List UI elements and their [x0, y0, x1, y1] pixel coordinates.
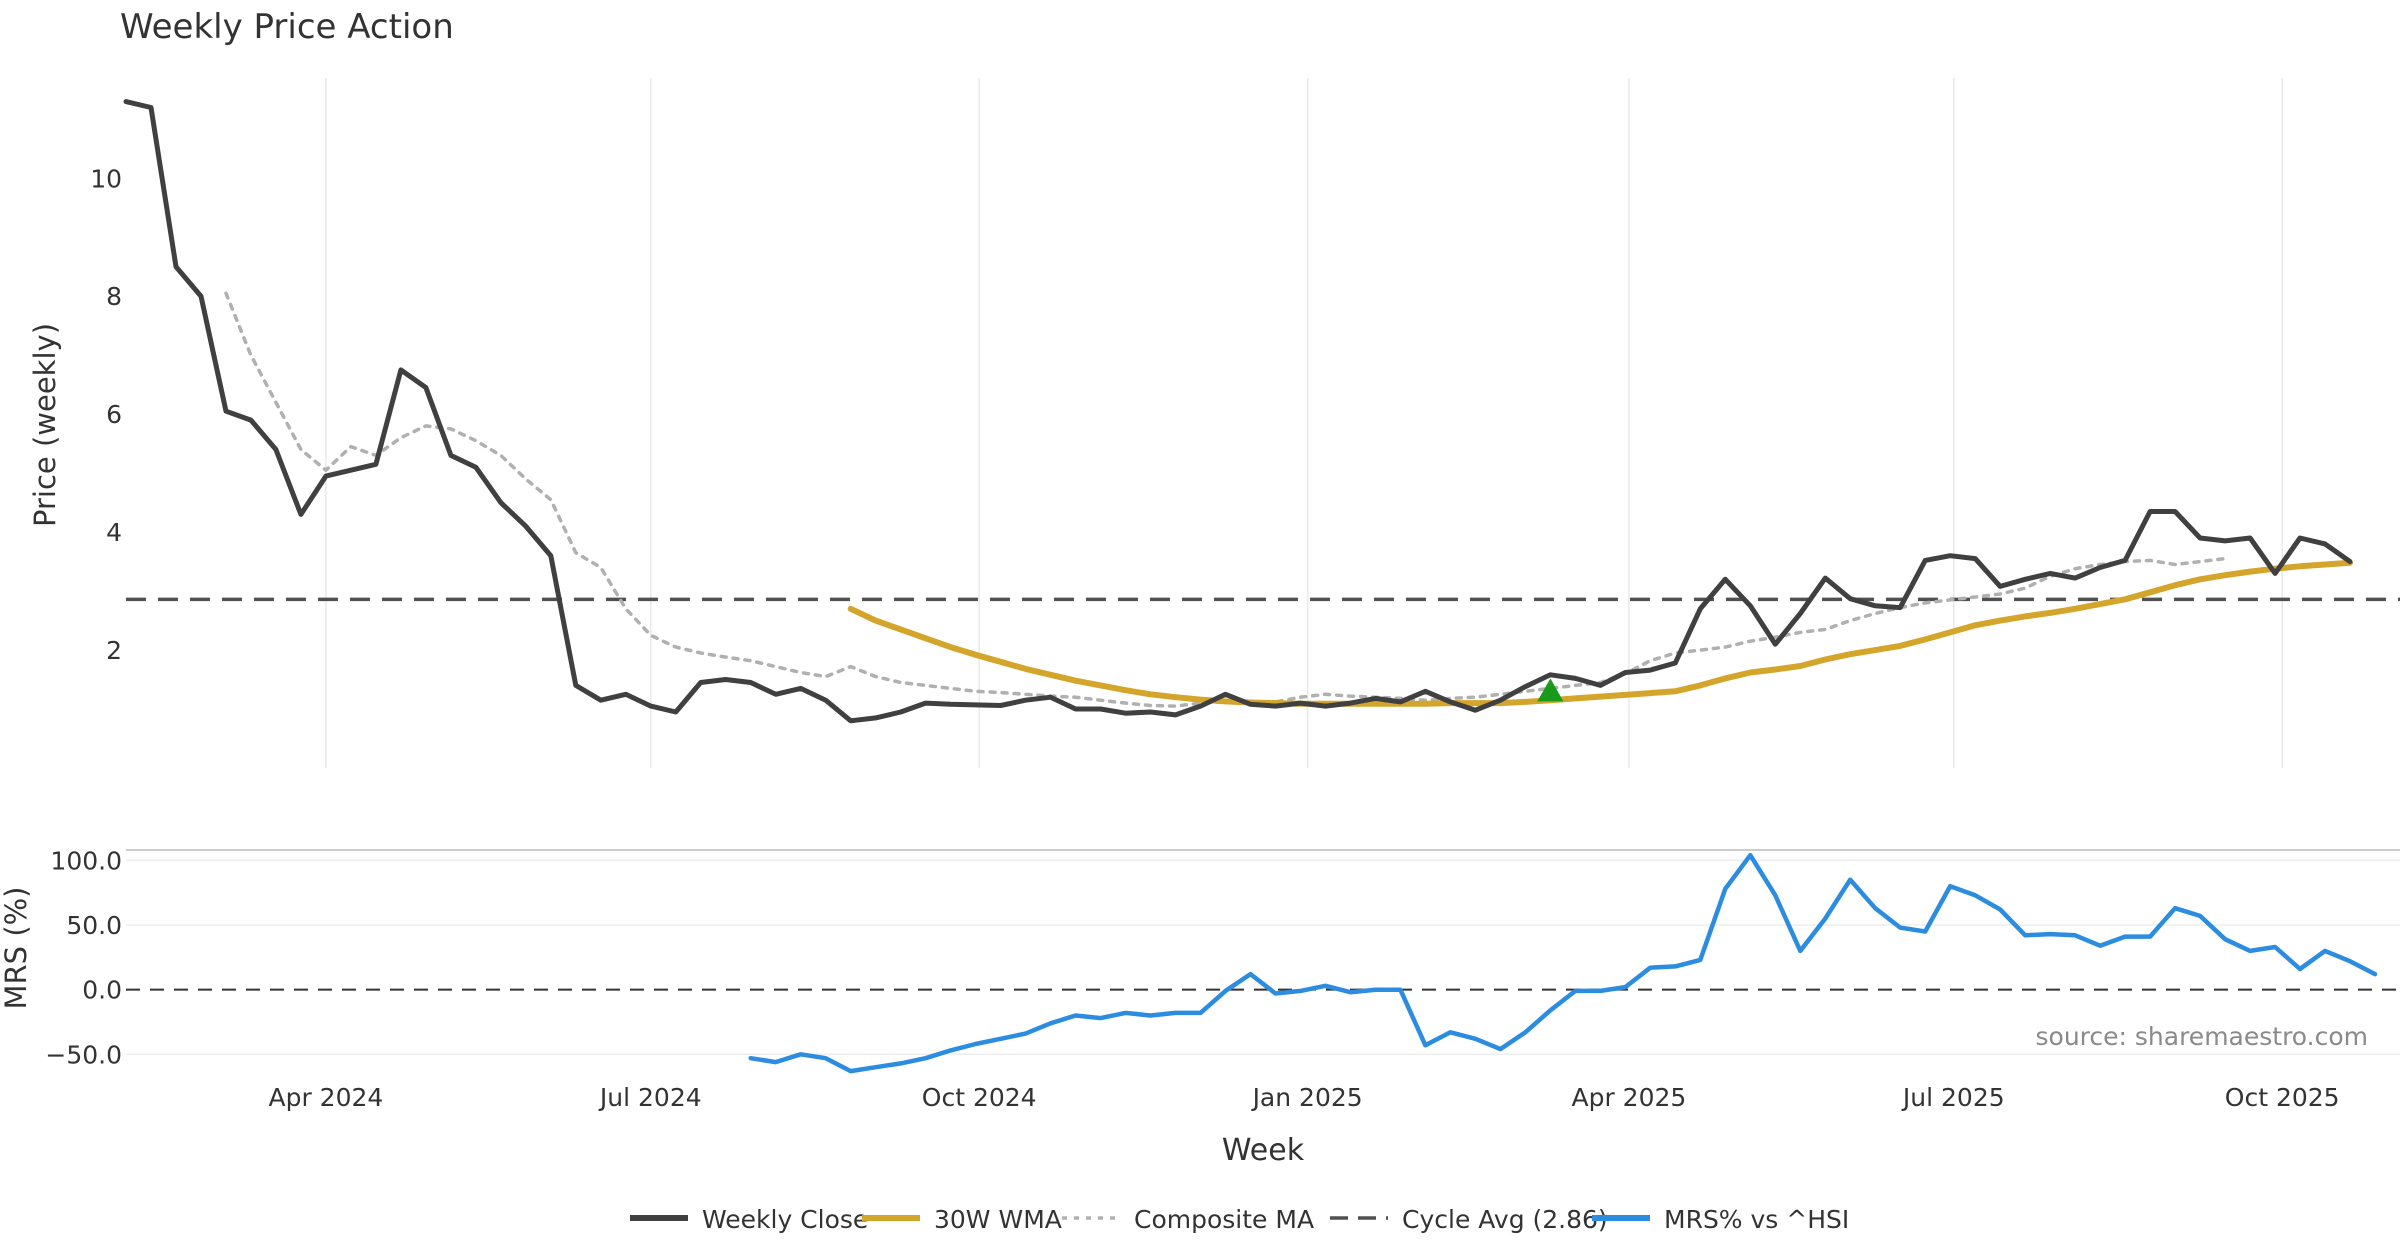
wma-30w-line — [847, 559, 2353, 707]
mrs-y-tick-label: −50.0 — [45, 1040, 122, 1069]
mrs-y-tick-label: 50.0 — [66, 911, 122, 940]
x-tick-label: Apr 2024 — [268, 1083, 383, 1112]
price-gridlines — [325, 78, 2283, 768]
mrs-y-axis-label: MRS (%) — [0, 887, 33, 1010]
x-tick-label: Jul 2024 — [598, 1083, 702, 1112]
source-note: source: sharemaestro.com — [2036, 1022, 2369, 1051]
legend-item: Composite MA — [1062, 1205, 1314, 1234]
legend-item: Weekly Close — [630, 1205, 868, 1234]
legend-item: Cycle Avg (2.86) — [1330, 1205, 1608, 1234]
price-y-tick-label: 10 — [90, 164, 122, 193]
mrs-y-tick-label: 0.0 — [82, 976, 122, 1005]
legend-label: 30W WMA — [934, 1205, 1062, 1234]
price-y-tick-label: 6 — [106, 400, 122, 429]
price-y-tick-label: 8 — [106, 282, 122, 311]
legend-label: Cycle Avg (2.86) — [1402, 1205, 1608, 1234]
chart-title: Weekly Price Action — [120, 7, 454, 47]
x-tick-label: Jan 2025 — [1251, 1083, 1363, 1112]
x-tick-label: Oct 2024 — [922, 1083, 1037, 1112]
weekly-close-line — [123, 99, 2353, 724]
composite-ma-line — [224, 291, 2227, 708]
legend-label: Weekly Close — [702, 1205, 868, 1234]
price-y-ticks: 2 4 6 8 10 — [90, 164, 122, 665]
legend-item: MRS% vs ^HSI — [1592, 1205, 1849, 1234]
legend-label: MRS% vs ^HSI — [1664, 1205, 1849, 1234]
legend-item: 30W WMA — [862, 1205, 1062, 1234]
mrs-series-lines — [748, 852, 2378, 1074]
price-y-tick-label: 4 — [106, 518, 122, 547]
x-tick-label: Jul 2025 — [1901, 1083, 2005, 1112]
x-axis-label: Week — [1222, 1133, 1305, 1168]
mrs-line — [748, 852, 2378, 1074]
price-y-tick-label: 2 — [106, 636, 122, 665]
mrs-y-ticks: 100.0 50.0 0.0 −50.0 — [45, 846, 122, 1069]
mrs-y-tick-label: 100.0 — [50, 846, 122, 875]
x-tick-label: Oct 2025 — [2225, 1083, 2340, 1112]
x-axis-ticks: Apr 2024 Jul 2024 Oct 2024 Jan 2025 Apr 2025… — [268, 1083, 2339, 1112]
price-y-axis-label: Price (weekly) — [28, 323, 62, 527]
buy-signal-marker — [1537, 678, 1564, 702]
legend: Weekly Close 30W WMA Composite MA Cycle Avg… — [630, 1205, 1849, 1234]
x-tick-label: Apr 2025 — [1571, 1083, 1686, 1112]
mrs-gridlines — [126, 849, 2400, 1056]
legend-label: Composite MA — [1134, 1205, 1314, 1234]
price-series-lines — [123, 99, 2400, 724]
